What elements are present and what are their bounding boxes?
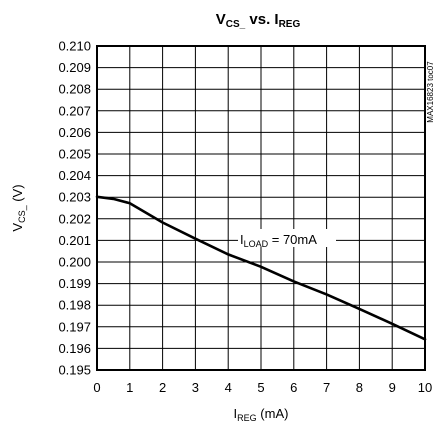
x-axis-label: IREG (mA) bbox=[234, 406, 289, 423]
series-line bbox=[95, 195, 427, 341]
x-tick-label: 1 bbox=[126, 380, 133, 395]
y-tick-label: 0.203 bbox=[58, 190, 91, 205]
annotation-background bbox=[238, 229, 336, 247]
y-tick-label: 0.209 bbox=[58, 60, 91, 75]
y-tick-label: 0.208 bbox=[58, 82, 91, 97]
y-tick-label: 0.195 bbox=[58, 363, 91, 378]
x-tick-label: 2 bbox=[159, 380, 166, 395]
y-tick-label: 0.210 bbox=[58, 39, 91, 54]
x-tick-label: 6 bbox=[290, 380, 297, 395]
y-tick-label: 0.200 bbox=[58, 255, 91, 270]
x-tick-label: 0 bbox=[93, 380, 100, 395]
y-tick-label: 0.198 bbox=[58, 298, 91, 313]
y-tick-label: 0.202 bbox=[58, 211, 91, 226]
y-tick-label: 0.207 bbox=[58, 103, 91, 118]
y-tick-label: 0.196 bbox=[58, 341, 91, 356]
annotation-label: ILOAD = 70mA bbox=[240, 232, 317, 249]
x-tick-label: 7 bbox=[323, 380, 330, 395]
figure-id-label: MAX16823 toc07 bbox=[426, 61, 435, 123]
x-tick-label: 4 bbox=[225, 380, 232, 395]
x-tick-labels: 0 1 2 3 4 5 6 7 8 9 10 bbox=[93, 380, 432, 395]
grid bbox=[97, 46, 425, 370]
chart-title: VCS_ vs. IREG bbox=[216, 11, 301, 30]
y-tick-label: 0.205 bbox=[58, 147, 91, 162]
x-tick-label: 9 bbox=[389, 380, 396, 395]
x-tick-label: 8 bbox=[356, 380, 363, 395]
y-tick-labels: 0.195 0.196 0.197 0.198 0.199 0.200 0.201 0.202… bbox=[58, 39, 91, 378]
y-tick-label: 0.199 bbox=[58, 276, 91, 291]
y-tick-label: 0.197 bbox=[58, 319, 91, 334]
x-tick-label: 5 bbox=[257, 380, 264, 395]
x-tick-label: 10 bbox=[418, 380, 432, 395]
plot-frame bbox=[96, 45, 426, 371]
y-axis-label: VCS_ (V) bbox=[10, 184, 27, 231]
y-tick-label: 0.204 bbox=[58, 168, 91, 183]
y-tick-label: 0.206 bbox=[58, 125, 91, 140]
y-tick-label: 0.201 bbox=[58, 233, 91, 248]
x-tick-label: 3 bbox=[192, 380, 199, 395]
